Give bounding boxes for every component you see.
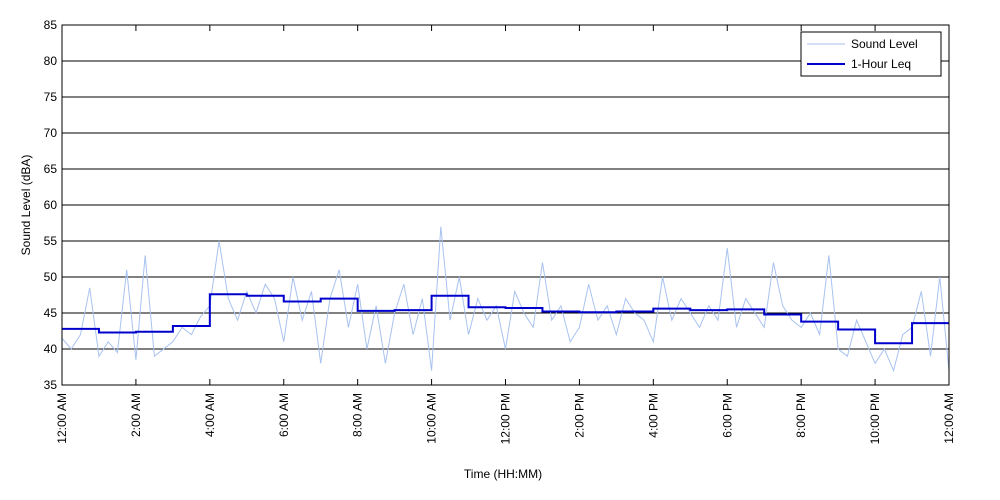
x-tick-label: 2:00 AM <box>129 393 143 437</box>
x-tick-label: 10:00 PM <box>868 393 882 444</box>
y-tick-label: 70 <box>44 126 58 140</box>
plot-frame <box>61 24 950 386</box>
y-tick-label: 65 <box>44 162 58 176</box>
x-tick-label: 4:00 AM <box>203 393 217 437</box>
y-tick-label: 80 <box>44 54 58 68</box>
x-tick-label: 10:00 AM <box>425 393 439 444</box>
x-tick-label: 4:00 PM <box>646 393 660 438</box>
data-line <box>62 293 949 345</box>
x-tick-label: 8:00 AM <box>351 393 365 437</box>
y-tick-label: 85 <box>44 18 58 32</box>
y-tick-label: 60 <box>44 198 58 212</box>
y-tick-label: 55 <box>44 234 58 248</box>
x-tick-label: 12:00 AM <box>942 393 956 444</box>
x-tick-label: 6:00 PM <box>720 393 734 438</box>
x-axis-title: Time (HH:MM) <box>464 467 542 481</box>
x-tick-label: 12:00 PM <box>499 393 513 444</box>
y-tick-label: 75 <box>44 90 58 104</box>
y-axis-title: Sound Level (dBA) <box>19 155 33 256</box>
y-tick-label: 45 <box>44 306 58 320</box>
y-tick-label: 35 <box>44 378 58 392</box>
x-tick-label: 2:00 PM <box>572 393 586 438</box>
y-tick-label: 50 <box>44 270 58 284</box>
legend-label: 1-Hour Leq <box>851 57 911 71</box>
y-tick-label: 40 <box>44 342 58 356</box>
x-tick-label: 6:00 AM <box>277 393 291 437</box>
x-tick-label: 8:00 PM <box>794 393 808 438</box>
x-tick-label: 12:00 AM <box>55 393 69 444</box>
legend-label: Sound Level <box>851 37 918 51</box>
legend-box <box>800 31 942 77</box>
